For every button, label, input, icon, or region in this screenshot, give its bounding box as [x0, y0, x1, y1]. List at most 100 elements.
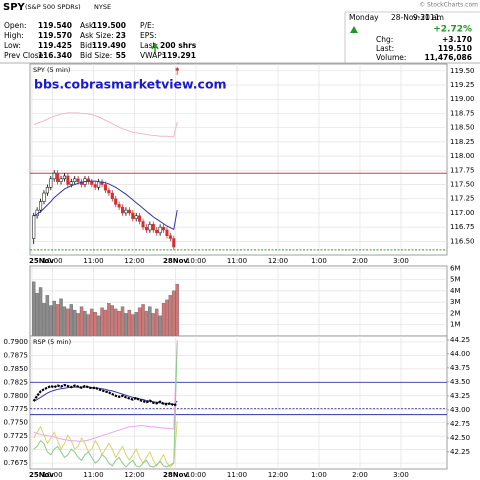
- x-tick-label: 28Nov: [163, 257, 188, 265]
- candle-body: [52, 172, 56, 180]
- candle-body: [138, 215, 142, 222]
- volume-bar: [100, 307, 104, 336]
- x-tick-label: 12:00: [268, 471, 288, 479]
- plot-area: [32, 281, 179, 336]
- overlay-line: [33, 180, 178, 231]
- y2-tick-label: 43.50: [450, 378, 470, 386]
- y-tick-label: 0.7725: [4, 432, 29, 440]
- volume-bar: [131, 314, 135, 336]
- y-tick-label: 117.25: [450, 195, 475, 203]
- y-tick-label: 117.50: [450, 181, 475, 189]
- volume-bar: [38, 287, 43, 336]
- candle-body: [32, 215, 36, 239]
- candle-body: [148, 224, 152, 231]
- x-tick-label: 10:00: [186, 257, 206, 265]
- candle-body: [73, 178, 77, 182]
- y-tick-label: 6M: [450, 264, 461, 272]
- volume-bar: [62, 306, 67, 336]
- time: 9:31 am: [413, 13, 444, 22]
- y2-tick-label: 42.50: [450, 434, 470, 442]
- y-tick-label: 0.7875: [4, 351, 29, 359]
- x-tick-label: 11:00: [83, 257, 103, 265]
- panel-frame: [29, 63, 448, 256]
- candle-body: [107, 189, 111, 194]
- change-pct: +2.72%: [433, 25, 472, 35]
- candle-body: [45, 187, 49, 194]
- candle-body: [175, 68, 179, 71]
- y-tick-label: 116.75: [450, 223, 475, 231]
- volume-bar: [155, 308, 159, 336]
- x-tick-label: 12:00: [124, 471, 144, 479]
- y-tick-label: 118.00: [450, 152, 475, 160]
- quote-label: VWAP:: [140, 51, 164, 60]
- candle-body: [56, 172, 60, 182]
- plot-area: [30, 66, 447, 251]
- quote-value: 55: [116, 51, 126, 60]
- y-tick-label: 3M: [450, 298, 461, 306]
- x-tick-label: 1:00: [311, 257, 327, 265]
- x-tick-label: 2:00: [352, 471, 368, 479]
- volume-bar: [66, 308, 70, 336]
- y-tick-label: 5M: [450, 276, 461, 284]
- y-tick-label: 0.7750: [4, 419, 29, 427]
- y-tick-label: 117.75: [450, 166, 475, 174]
- candle-body: [117, 204, 121, 208]
- volume-bar: [73, 309, 77, 336]
- y-tick-label: 0.7775: [4, 405, 29, 413]
- volume-bar: [161, 303, 166, 336]
- y2-tick-label: 43.75: [450, 364, 470, 372]
- quote-label: High:: [4, 31, 24, 40]
- candle-body: [131, 212, 135, 219]
- volume-bar: [55, 304, 60, 336]
- volume-bar: [107, 303, 111, 336]
- up-icon: [350, 26, 358, 33]
- x-tick-label: 12:00: [268, 257, 288, 265]
- y-tick-label: 0.7800: [4, 392, 29, 400]
- candle-body: [168, 235, 172, 239]
- candle-body: [42, 192, 46, 202]
- y-tick-label: 118.75: [450, 109, 475, 117]
- summary-label: Last:: [376, 44, 394, 53]
- x-tick-label: 11:00: [227, 471, 247, 479]
- y-tick-label: 0.7825: [4, 378, 29, 386]
- candle-body: [103, 184, 108, 191]
- summary-label: Chg:: [376, 35, 393, 44]
- candle-body: [66, 175, 70, 185]
- series-line: [33, 421, 178, 468]
- price-line: [32, 383, 178, 407]
- volume-bar: [32, 281, 36, 336]
- volume-bar: [117, 311, 121, 336]
- y2-tick-label: 43.25: [450, 392, 470, 400]
- quote-label: Low:: [4, 41, 21, 50]
- volume-bar: [168, 295, 173, 336]
- volume-bar: [110, 305, 114, 336]
- panel-title: RSP (5 min): [33, 338, 71, 346]
- quote-label: EPS:: [140, 31, 157, 40]
- x-tick-label: 11:00: [83, 471, 103, 479]
- x-tick-label: 10:00: [42, 257, 62, 265]
- y-tick-label: 1M: [450, 321, 461, 329]
- volume-bar: [69, 304, 73, 336]
- quote-label: Bid:: [80, 41, 95, 50]
- exchange: NYSE: [94, 3, 111, 11]
- volume-bar: [45, 295, 50, 336]
- x-tick-label: 28Nov: [163, 471, 188, 479]
- volume-bar: [144, 311, 149, 336]
- volume-bar: [137, 307, 142, 336]
- candle-body: [127, 209, 131, 214]
- quote-value: 116.340: [38, 51, 72, 60]
- candle-body: [59, 178, 63, 182]
- quote-value: 23: [116, 31, 126, 40]
- credit: © StockCharts.com: [419, 2, 478, 9]
- volume-bar: [134, 312, 138, 336]
- quote-label: Bid Size:: [80, 51, 112, 60]
- y2-tick-label: 44.00: [450, 350, 470, 358]
- overlay-line: [33, 112, 178, 138]
- volume-bar: [49, 305, 53, 336]
- quote-label: P/E:: [140, 21, 154, 30]
- y2-tick-label: 44.25: [450, 336, 470, 344]
- y-tick-label: 2M: [450, 309, 461, 317]
- quote-label: Prev Close:: [4, 51, 46, 60]
